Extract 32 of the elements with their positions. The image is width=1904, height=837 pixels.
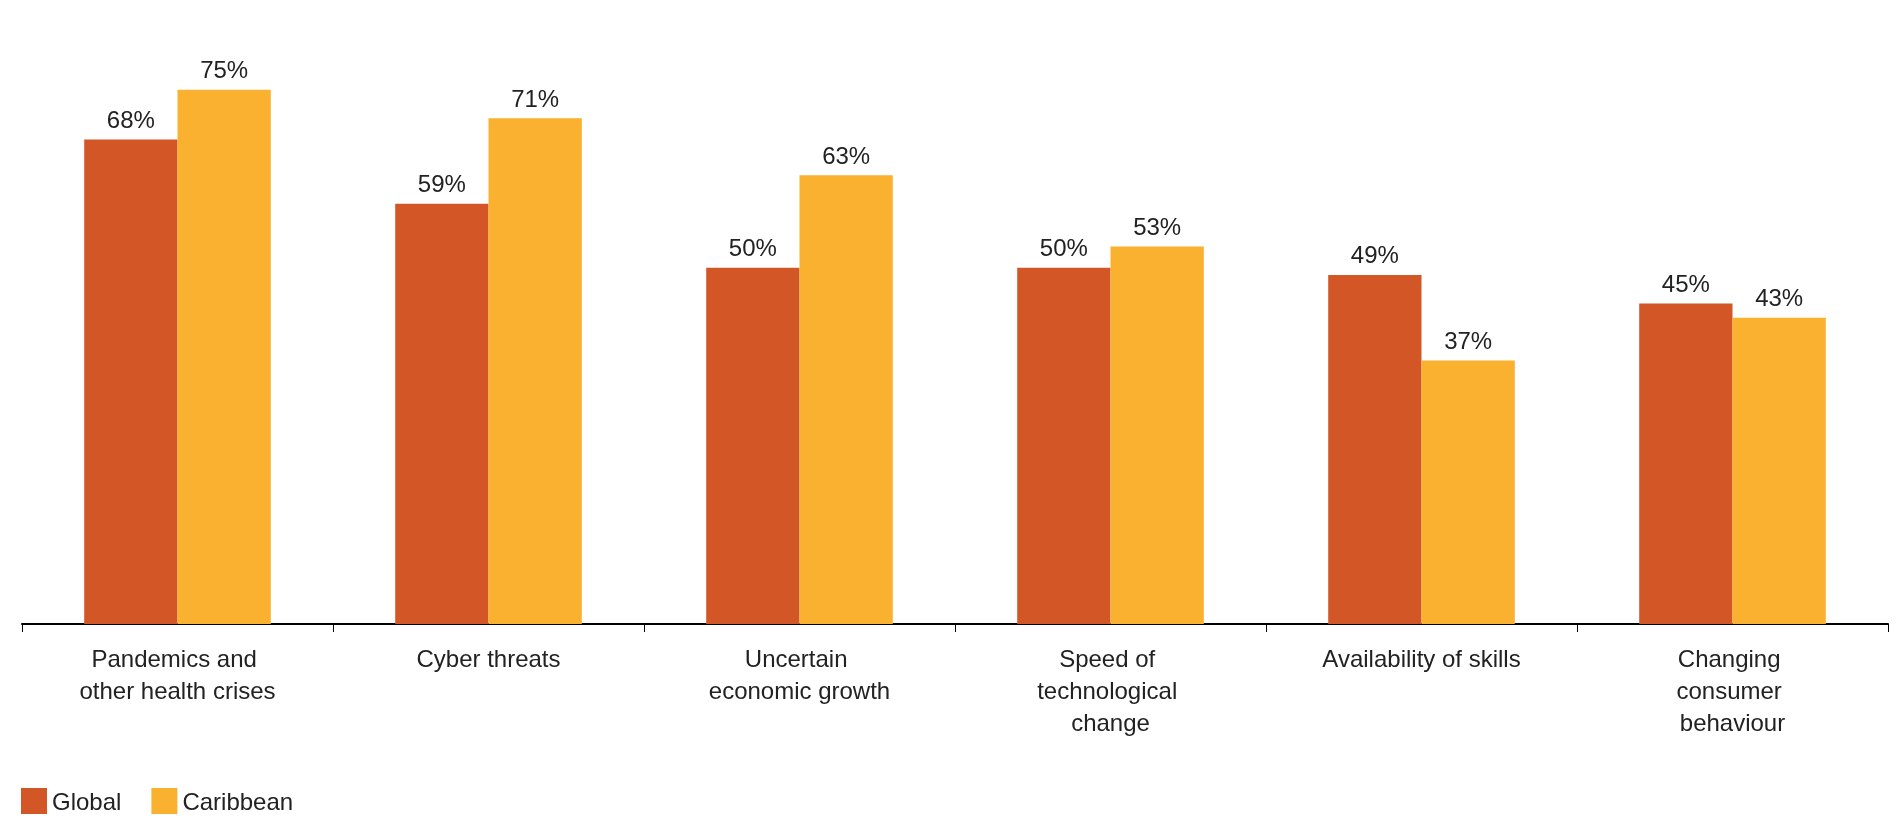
data-label: 71% (511, 84, 560, 112)
bar (488, 118, 582, 624)
bar (1732, 317, 1826, 624)
x-tick-label: Uncertain economic growth (708, 644, 891, 704)
data-label: 45% (1661, 269, 1710, 297)
data-label: 43% (1755, 284, 1804, 312)
bar (706, 267, 800, 624)
x-tick-label: Changing consumer behaviour (1676, 644, 1789, 736)
bar (799, 175, 893, 624)
data-label: 53% (1133, 212, 1182, 240)
data-label: 49% (1350, 241, 1399, 269)
data-label: 75% (200, 56, 249, 84)
x-tick-label: Availability of skills (1322, 644, 1521, 672)
bar (84, 139, 178, 624)
bar (1328, 274, 1422, 624)
legend-label: Global (52, 787, 122, 815)
x-tick-label: Cyber threats (416, 644, 561, 672)
bar (395, 203, 489, 624)
data-label: 59% (417, 170, 466, 198)
data-label: 50% (1039, 234, 1088, 262)
bar (1639, 303, 1733, 624)
data-label: 63% (822, 141, 871, 169)
bar (1110, 246, 1204, 624)
legend-label: Caribbean (182, 787, 294, 815)
data-label: 37% (1444, 326, 1493, 354)
data-label: 68% (106, 106, 155, 133)
bar (177, 89, 271, 624)
x-tick-label: Speed of technological change (1037, 644, 1184, 736)
bar (1421, 360, 1515, 624)
data-label: 50% (728, 234, 777, 262)
x-tick-label: Pandemics and other health crises (79, 644, 276, 704)
bar (1017, 267, 1111, 624)
